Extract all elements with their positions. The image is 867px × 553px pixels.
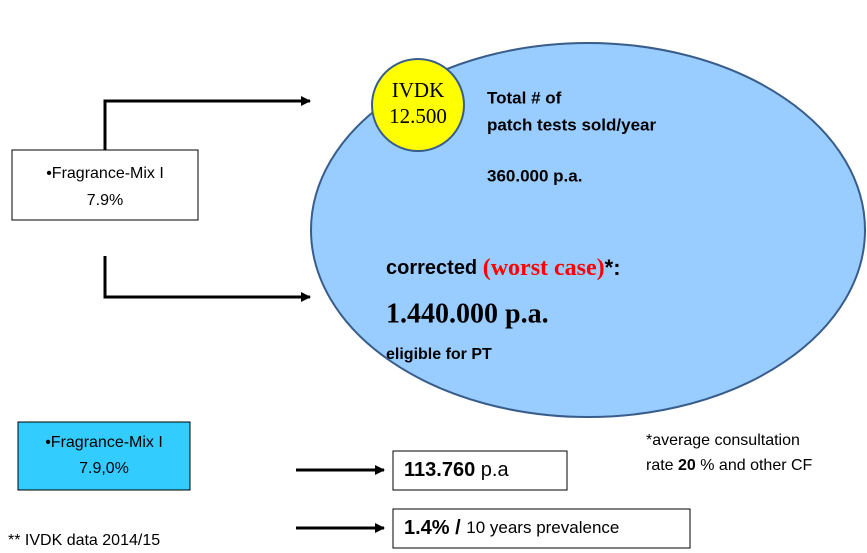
footnote-text: % and other CF <box>696 457 813 474</box>
ivdk-circle <box>371 58 465 152</box>
result-rest: 10 years prevalence <box>466 518 619 537</box>
corrected-suffix: *: <box>605 255 621 280</box>
result-sep: / <box>450 517 467 539</box>
result-text: 1.4% / 10 years prevalence <box>404 517 619 539</box>
result-bold: 1.4% <box>404 517 450 539</box>
connector-arrow <box>103 96 311 150</box>
footnote-bold: 20 <box>678 457 696 474</box>
ivdk-value: 12.500 <box>389 104 447 128</box>
total-value: 360.000 p.a. <box>487 166 582 185</box>
result-bold: 113.760 <box>404 459 475 481</box>
worst-case: (worst case) <box>483 255 605 281</box>
corrected-note: eligible for PT <box>386 346 492 363</box>
footnote: rate 20 % and other CF <box>646 457 813 474</box>
corrected-text: corrected <box>386 257 483 279</box>
footnote: *average consultation <box>646 432 800 449</box>
total-label: Total # of <box>487 88 562 107</box>
result-text: 113.760 p.a <box>404 459 509 481</box>
result-rest: p.a <box>475 459 509 481</box>
left-box-value: 7.9% <box>87 192 123 209</box>
left-box-label: •Fragrance-Mix I <box>46 165 164 182</box>
corrected-value: 1.440.000 p.a. <box>386 298 549 329</box>
ivdk-label: IVDK <box>392 78 445 102</box>
result-box <box>392 508 691 549</box>
source: ** IVDK data 2014/15 <box>8 532 160 549</box>
cyan-box-value: 7.9,0% <box>79 460 129 477</box>
result-box <box>392 450 568 491</box>
total-label: patch tests sold/year <box>487 115 657 134</box>
footnote-text: rate <box>646 457 678 474</box>
left-box <box>11 149 199 221</box>
connector-arrow <box>103 256 311 302</box>
cyan-box-label: •Fragrance-Mix I <box>45 434 163 451</box>
corrected-label: corrected (worst case)*: <box>386 255 621 281</box>
cyan-box <box>17 421 191 491</box>
